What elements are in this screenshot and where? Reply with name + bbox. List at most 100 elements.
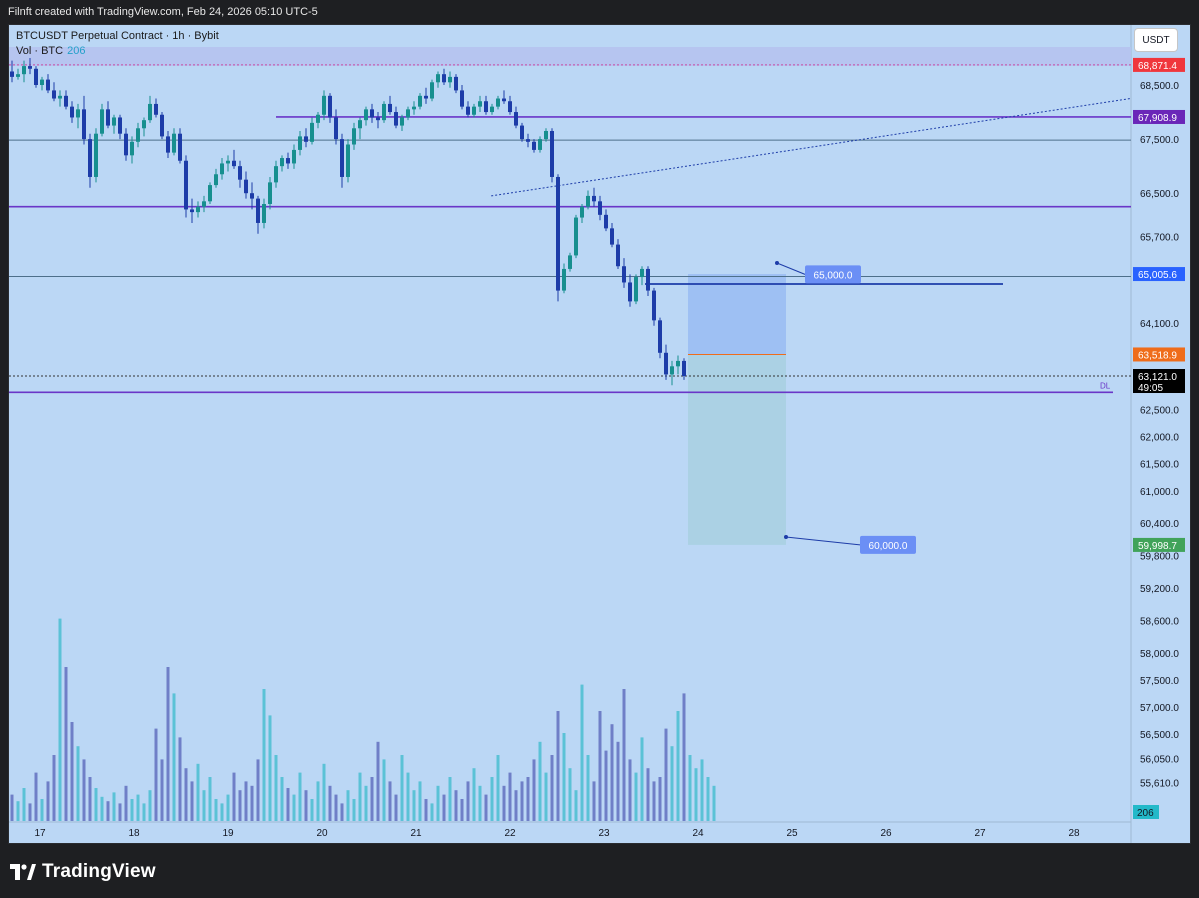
candle-body[interactable] [316, 114, 320, 123]
candle-body[interactable] [622, 266, 626, 283]
symbol-legend[interactable]: BTCUSDT Perpetual Contract · 1h · Bybit [16, 30, 219, 42]
candle-body[interactable] [16, 74, 20, 77]
candle-body[interactable] [544, 130, 548, 140]
candle-body[interactable] [142, 120, 146, 129]
candle-body[interactable] [466, 106, 470, 115]
price-tag[interactable] [1133, 537, 1185, 552]
candle-body[interactable] [82, 109, 86, 140]
candle-body[interactable] [178, 133, 182, 161]
candle-body[interactable] [184, 160, 188, 210]
candle-body[interactable] [190, 209, 194, 213]
candle-body[interactable] [232, 160, 236, 167]
candle-body[interactable] [616, 244, 620, 267]
candle-body[interactable] [136, 128, 140, 142]
candle-body[interactable] [400, 117, 404, 126]
candle-body[interactable] [520, 125, 524, 140]
candle-body[interactable] [502, 98, 506, 102]
candle-body[interactable] [262, 204, 266, 223]
candle-body[interactable] [556, 176, 560, 291]
candle-body[interactable] [634, 277, 638, 302]
candle-body[interactable] [70, 106, 74, 118]
candle-body[interactable] [358, 120, 362, 129]
candle-body[interactable] [478, 101, 482, 107]
price-tag[interactable] [1133, 109, 1185, 124]
candle-body[interactable] [250, 193, 254, 199]
candle-body[interactable] [292, 149, 296, 164]
candle-body[interactable] [58, 95, 62, 99]
candle-body[interactable] [352, 128, 356, 145]
candle-body[interactable] [220, 163, 224, 175]
chart-frame[interactable] [8, 24, 1191, 844]
candle-body[interactable] [88, 139, 92, 177]
candle-body[interactable] [304, 136, 308, 142]
candle-body[interactable] [658, 320, 662, 353]
candle-body[interactable] [238, 166, 242, 180]
candle-body[interactable] [508, 101, 512, 113]
candle-body[interactable] [256, 198, 260, 223]
candle-body[interactable] [28, 66, 32, 69]
candle-body[interactable] [484, 101, 488, 113]
candle-body[interactable] [682, 360, 686, 377]
candle-body[interactable] [124, 133, 128, 156]
candle-body[interactable] [166, 136, 170, 153]
candle-body[interactable] [496, 98, 500, 107]
candle-body[interactable] [268, 182, 272, 205]
candle-body[interactable] [562, 268, 566, 291]
candle-body[interactable] [388, 103, 392, 113]
candle-body[interactable] [586, 195, 590, 207]
candle-body[interactable] [550, 130, 554, 177]
candle-body[interactable] [94, 133, 98, 177]
candle-body[interactable] [208, 185, 212, 202]
candle-body[interactable] [130, 141, 134, 156]
volume-tag[interactable] [1133, 805, 1159, 819]
candle-body[interactable] [106, 109, 110, 126]
candle-body[interactable] [640, 268, 644, 278]
candle-body[interactable] [394, 112, 398, 126]
candle-body[interactable] [148, 103, 152, 121]
candle-body[interactable] [532, 141, 536, 150]
candle-body[interactable] [652, 290, 656, 321]
candle-body[interactable] [112, 117, 116, 126]
candle-body[interactable] [664, 352, 668, 375]
candle-body[interactable] [172, 133, 176, 153]
candle-body[interactable] [100, 109, 104, 134]
candle-body[interactable] [196, 206, 200, 213]
candle-body[interactable] [442, 74, 446, 83]
candle-body[interactable] [154, 103, 158, 115]
candle-body[interactable] [244, 179, 248, 194]
candle-body[interactable] [592, 195, 596, 202]
callout-60000-box[interactable] [860, 535, 916, 554]
candle-body[interactable] [382, 103, 386, 121]
candle-body[interactable] [454, 76, 458, 91]
price-tag[interactable] [1133, 347, 1185, 362]
candle-body[interactable] [430, 82, 434, 99]
candle-body[interactable] [334, 117, 338, 140]
candle-body[interactable] [526, 139, 530, 142]
candle-body[interactable] [286, 158, 290, 164]
candle-body[interactable] [568, 255, 572, 269]
candle-body[interactable] [64, 95, 68, 107]
candle-body[interactable] [406, 109, 410, 118]
candle-body[interactable] [370, 109, 374, 118]
candle-body[interactable] [490, 106, 494, 113]
candle-body[interactable] [274, 166, 278, 183]
candle-body[interactable] [322, 95, 326, 115]
price-tag[interactable] [1133, 267, 1185, 282]
candle-body[interactable] [538, 139, 542, 150]
candle-body[interactable] [646, 268, 650, 291]
candle-body[interactable] [226, 160, 230, 164]
candle-body[interactable] [22, 66, 26, 75]
candle-body[interactable] [346, 144, 350, 177]
candle-body[interactable] [604, 214, 608, 229]
candle-body[interactable] [10, 71, 14, 77]
candle-body[interactable] [580, 206, 584, 218]
candle-body[interactable] [280, 158, 284, 167]
candle-body[interactable] [328, 95, 332, 118]
candle-body[interactable] [364, 109, 368, 121]
candle-body[interactable] [310, 122, 314, 142]
candle-body[interactable] [448, 76, 452, 83]
candle-body[interactable] [214, 174, 218, 186]
candle-body[interactable] [76, 109, 80, 118]
candle-body[interactable] [628, 282, 632, 302]
